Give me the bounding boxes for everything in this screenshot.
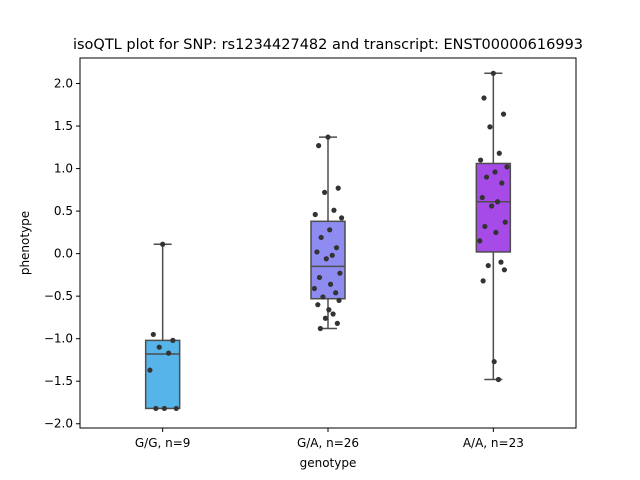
data-point xyxy=(502,219,508,225)
x-tick-label: G/A, n=26 xyxy=(297,436,359,450)
y-tick-label: −0.5 xyxy=(44,289,73,303)
y-tick-label: 1.0 xyxy=(54,162,73,176)
box-group xyxy=(310,134,346,332)
data-point xyxy=(500,111,507,117)
data-point xyxy=(166,350,172,356)
y-tick-label: −1.5 xyxy=(44,374,73,388)
x-tick-label: A/A, n=23 xyxy=(463,436,524,450)
data-point xyxy=(498,259,504,265)
data-point xyxy=(317,325,323,332)
data-point xyxy=(333,245,340,251)
y-axis-label: phenotype xyxy=(18,211,32,275)
plot-frame xyxy=(79,57,577,429)
data-point xyxy=(315,302,321,308)
data-point xyxy=(316,274,323,281)
data-point xyxy=(479,194,485,201)
chart-title: isoQTL plot for SNP: rs1234427482 and tr… xyxy=(73,37,583,53)
data-point xyxy=(489,203,495,209)
data-point xyxy=(491,359,497,365)
data-point xyxy=(334,320,340,326)
data-point xyxy=(490,70,496,76)
data-point xyxy=(330,311,336,317)
y-tick-label: 1.5 xyxy=(54,119,73,133)
data-point xyxy=(499,180,505,186)
data-point xyxy=(487,124,493,130)
data-point xyxy=(480,278,486,284)
data-point xyxy=(327,281,334,287)
data-point xyxy=(496,150,502,156)
data-point xyxy=(331,207,337,213)
data-point xyxy=(483,174,490,180)
data-point xyxy=(311,285,317,292)
x-axis-label: genotype xyxy=(300,456,357,470)
data-point xyxy=(495,376,502,383)
y-tick-label: 2.0 xyxy=(54,77,73,91)
iqr-box xyxy=(144,339,181,410)
data-point xyxy=(485,262,491,269)
box-group xyxy=(144,241,181,412)
data-point xyxy=(335,185,341,191)
data-point xyxy=(325,134,331,140)
data-point xyxy=(504,164,510,170)
y-tick-label: −1.0 xyxy=(44,332,73,346)
data-point xyxy=(337,270,343,276)
data-point xyxy=(322,315,329,321)
data-point xyxy=(492,169,498,175)
data-point xyxy=(477,157,484,163)
data-point xyxy=(170,337,176,343)
data-point xyxy=(156,344,162,350)
data-point xyxy=(150,331,156,338)
data-point xyxy=(314,249,320,255)
y-tick-label: 0.5 xyxy=(54,204,73,218)
data-point xyxy=(160,241,166,247)
data-point xyxy=(318,234,324,241)
data-point xyxy=(327,227,333,233)
data-point xyxy=(316,143,322,149)
data-point xyxy=(481,95,487,101)
data-point xyxy=(147,367,153,373)
y-tick-label: 0.0 xyxy=(54,247,73,261)
data-point xyxy=(161,405,167,412)
data-point xyxy=(153,405,159,412)
data-point xyxy=(477,238,483,244)
data-point xyxy=(312,211,318,218)
data-point xyxy=(173,405,179,412)
data-point xyxy=(339,215,345,221)
data-point xyxy=(320,294,326,300)
data-point xyxy=(333,290,339,296)
y-tick-label: −2.0 xyxy=(44,417,73,431)
data-point xyxy=(501,267,507,273)
data-point xyxy=(336,297,342,304)
x-tick-label: G/G, n=9 xyxy=(135,436,191,450)
box-group xyxy=(475,70,512,383)
data-point xyxy=(494,199,501,205)
data-point xyxy=(326,307,332,313)
data-point xyxy=(482,223,488,230)
data-point xyxy=(323,256,329,262)
data-point xyxy=(493,229,499,235)
data-point xyxy=(322,189,328,195)
data-point xyxy=(329,252,335,258)
